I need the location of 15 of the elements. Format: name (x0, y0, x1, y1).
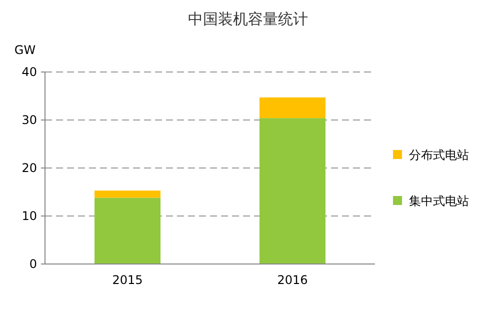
bar (260, 97, 326, 118)
y-tick-label: 20 (22, 161, 37, 175)
chart-title: 中国装机容量统计 (188, 10, 308, 28)
y-tick-label: 0 (29, 257, 37, 271)
y-tick-label: 40 (22, 65, 37, 79)
bar (94, 190, 160, 198)
x-tick-label: 2015 (112, 273, 143, 287)
x-tick-label: 2016 (277, 273, 308, 287)
y-tick-label: 30 (22, 113, 37, 127)
legend-label: 分布式电站 (409, 148, 469, 162)
y-axis-title: GW (14, 43, 36, 57)
bar (94, 198, 160, 264)
y-tick-label: 10 (22, 209, 37, 223)
legend-label: 集中式电站 (409, 194, 469, 208)
bar (260, 118, 326, 264)
